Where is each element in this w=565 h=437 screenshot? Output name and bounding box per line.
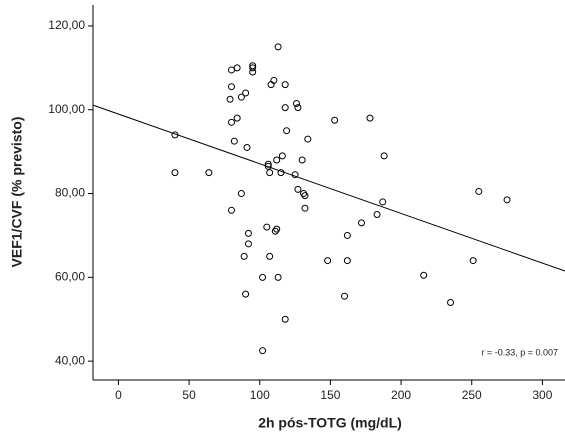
point <box>171 169 179 177</box>
point <box>273 225 281 233</box>
point <box>227 66 235 74</box>
point <box>263 223 271 231</box>
point <box>274 43 282 51</box>
point <box>341 292 349 300</box>
point <box>242 290 250 298</box>
x-tick-label: 150 <box>320 388 340 402</box>
point <box>264 160 272 168</box>
y-tick-label: 40,00 <box>55 353 85 367</box>
point <box>237 190 245 198</box>
x-tick-label: 300 <box>532 388 552 402</box>
point <box>298 156 306 164</box>
fit-line <box>92 104 565 272</box>
x-axis-title: 2h pós-TOTG (mg/dL) <box>258 415 402 431</box>
point <box>227 118 235 126</box>
point <box>237 93 245 101</box>
point <box>171 131 179 139</box>
point <box>420 271 428 279</box>
x-tick-label: 200 <box>391 388 411 402</box>
point <box>266 169 274 177</box>
point <box>249 64 257 72</box>
point <box>233 114 241 122</box>
point <box>475 187 483 195</box>
point <box>270 76 278 84</box>
point <box>300 190 308 198</box>
point <box>244 240 252 248</box>
point <box>259 347 267 355</box>
point <box>503 196 511 204</box>
point <box>294 104 302 112</box>
point <box>271 227 279 235</box>
point <box>343 231 351 239</box>
x-tick-label: 250 <box>462 388 482 402</box>
point <box>243 143 251 151</box>
point <box>233 64 241 72</box>
point <box>274 273 282 281</box>
point <box>273 156 281 164</box>
x-tick-label: 100 <box>250 388 270 402</box>
x-tick-label: 0 <box>115 388 122 402</box>
annotation: r = -0.33, p = 0.007 <box>481 347 558 357</box>
point <box>469 257 477 265</box>
point <box>230 137 238 145</box>
y-tick-label: 120,00 <box>48 18 85 32</box>
y-tick-label: 60,00 <box>55 270 85 284</box>
point <box>366 114 374 122</box>
point <box>291 171 299 179</box>
y-tick-label: 100,00 <box>48 102 85 116</box>
point <box>205 169 213 177</box>
point <box>277 169 285 177</box>
point <box>242 89 250 97</box>
point <box>227 83 235 91</box>
point <box>331 116 339 124</box>
point <box>294 185 302 193</box>
point <box>226 95 234 103</box>
point <box>304 135 312 143</box>
point <box>301 204 309 212</box>
point <box>281 315 289 323</box>
point <box>380 152 388 160</box>
point <box>373 210 381 218</box>
point <box>249 68 257 76</box>
point <box>379 198 387 206</box>
point <box>343 257 351 265</box>
point <box>240 252 248 260</box>
point <box>267 81 275 89</box>
point <box>301 192 309 200</box>
point <box>292 99 300 107</box>
point <box>281 104 289 112</box>
point <box>259 273 267 281</box>
point <box>266 252 274 260</box>
point <box>358 219 366 227</box>
y-tick-label: 80,00 <box>55 186 85 200</box>
x-tick-label: 50 <box>182 388 196 402</box>
point <box>244 229 252 237</box>
point <box>324 257 332 265</box>
point <box>281 81 289 89</box>
point <box>447 298 455 306</box>
y-axis-title: VEF1/CVF (% previsto) <box>9 117 25 268</box>
point <box>278 152 286 160</box>
point <box>283 127 291 135</box>
point <box>264 162 272 170</box>
point <box>227 206 235 214</box>
